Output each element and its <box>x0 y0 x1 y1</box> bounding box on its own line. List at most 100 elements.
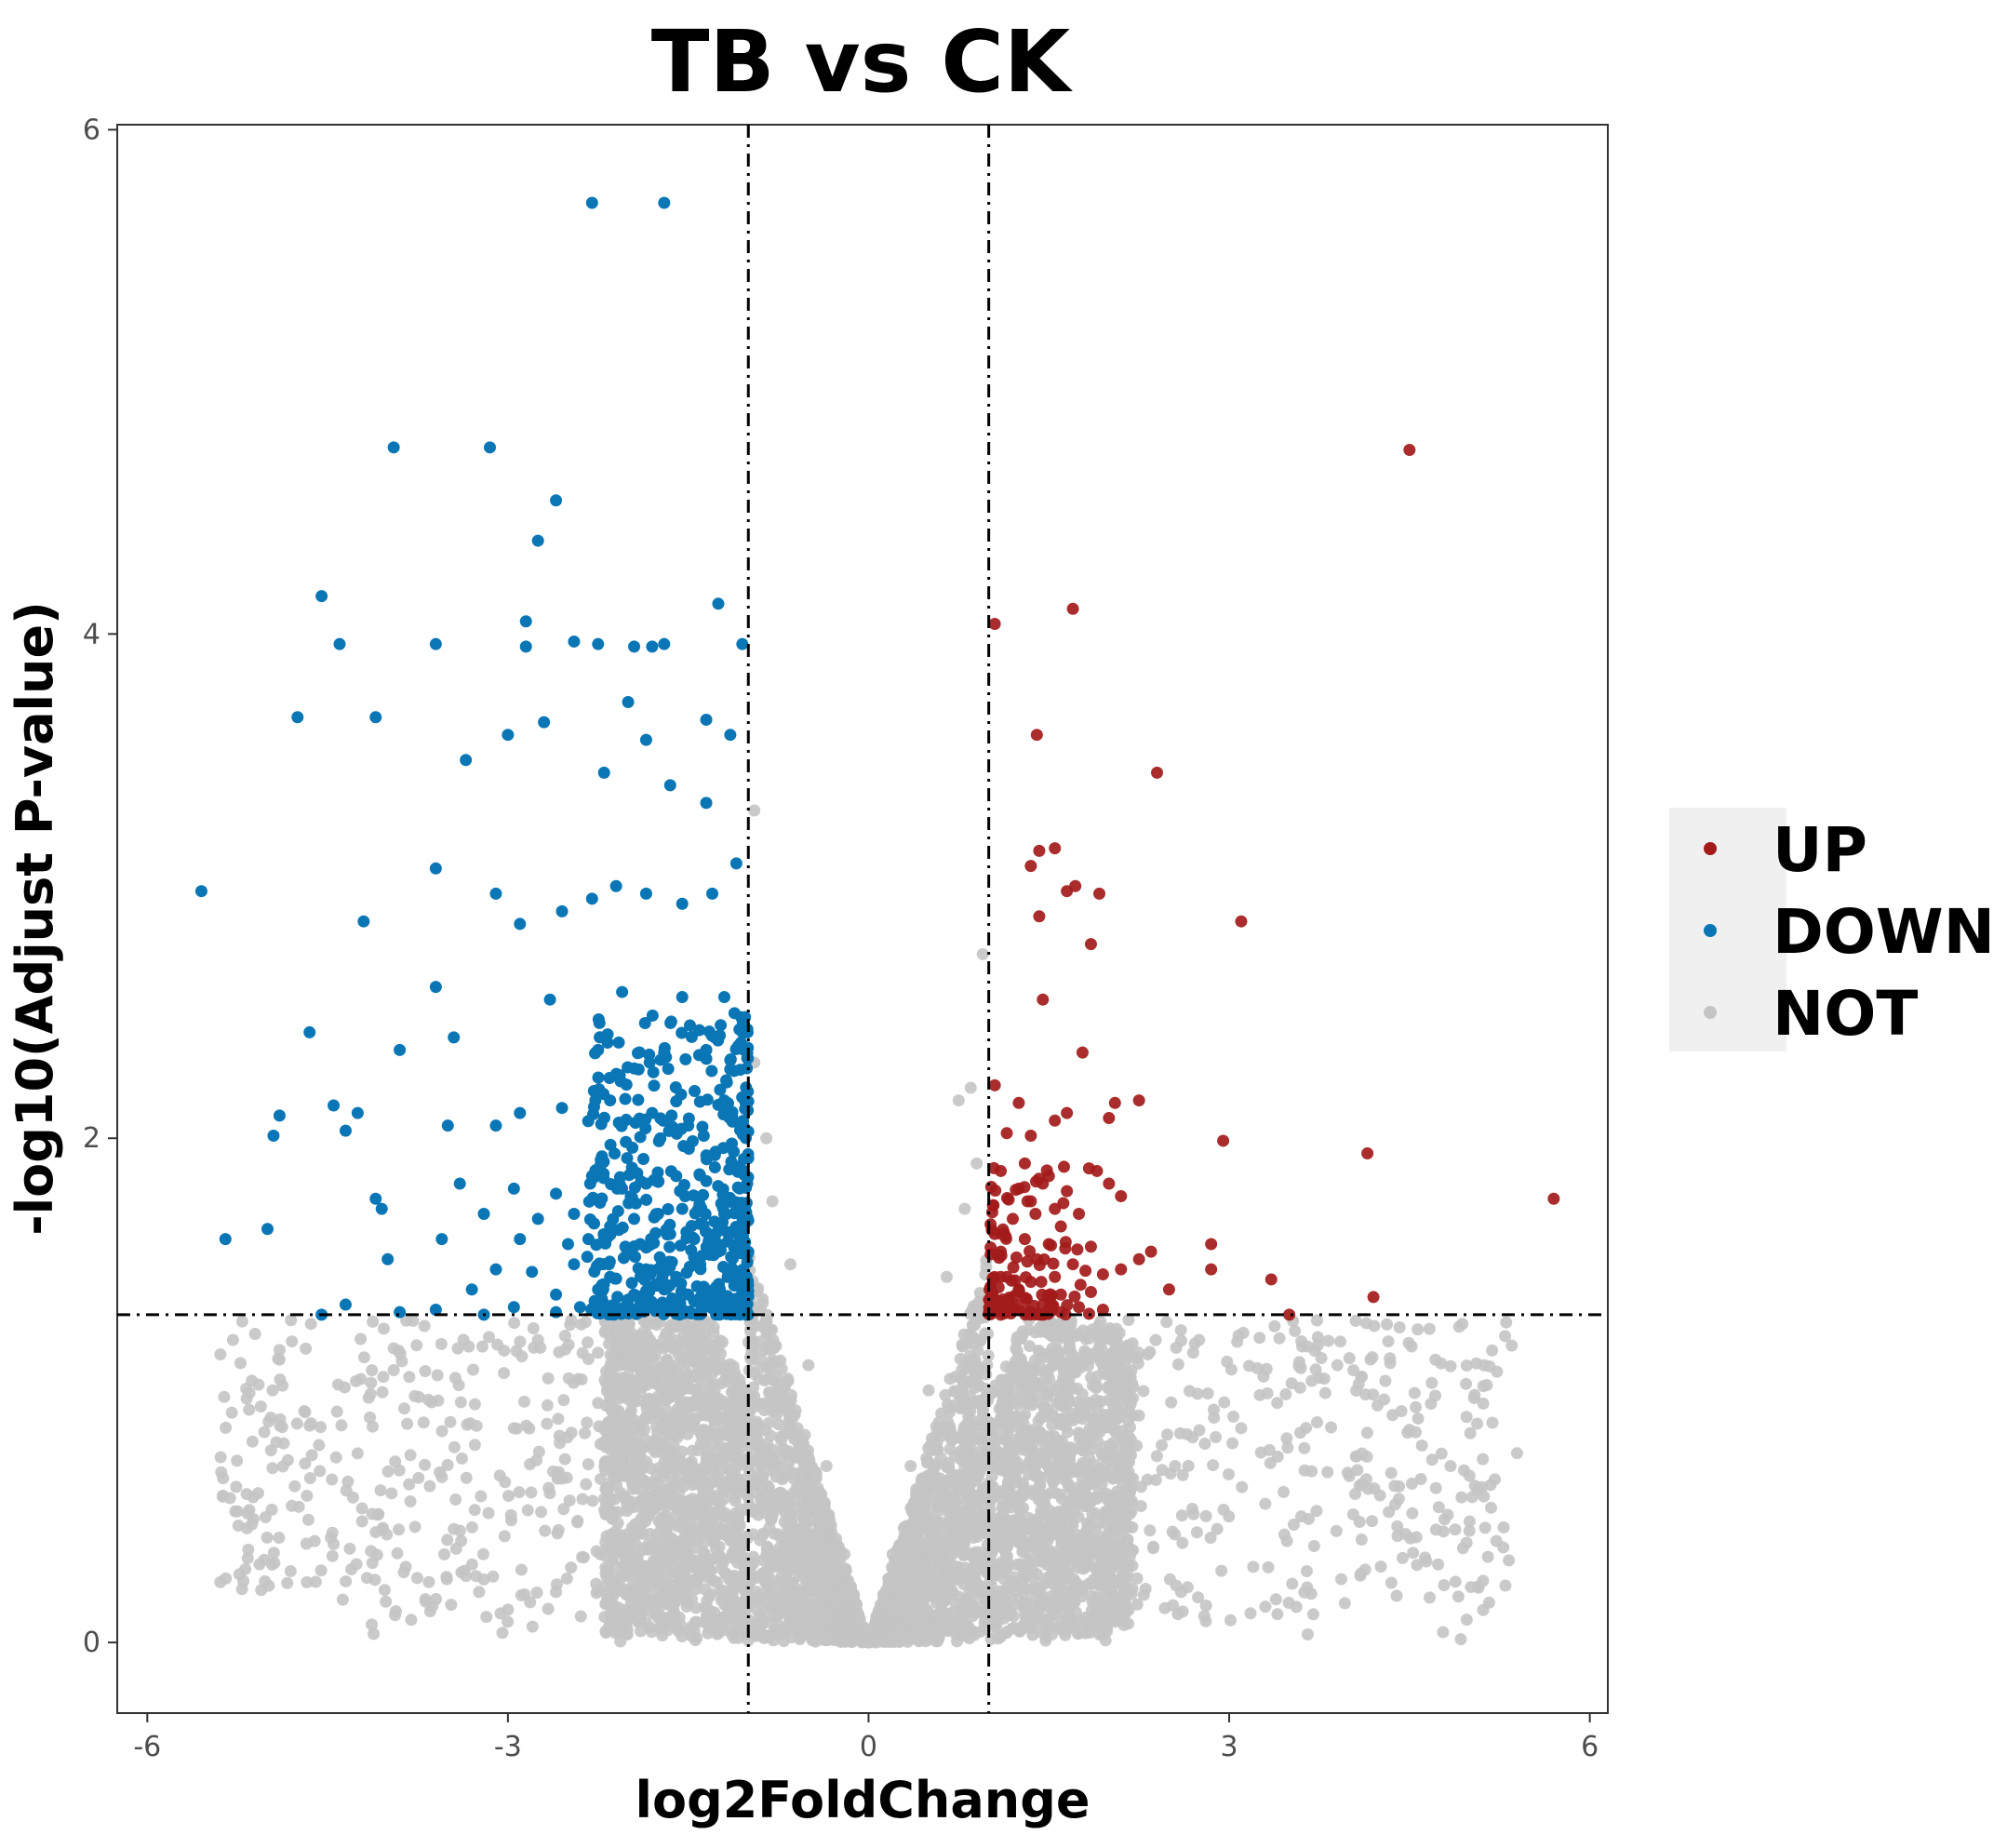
not-point <box>264 1444 277 1457</box>
not-point <box>326 1473 339 1486</box>
not-point <box>563 1494 576 1507</box>
not-point <box>1165 1396 1178 1409</box>
not-point <box>627 1577 640 1590</box>
not-point <box>1429 1353 1442 1366</box>
not-point <box>1016 1412 1029 1425</box>
not-point <box>1062 1392 1075 1405</box>
not-point <box>418 1319 431 1332</box>
not-point <box>601 1484 614 1497</box>
not-point <box>444 1415 457 1428</box>
y-tick-label: 0 <box>83 1627 100 1659</box>
not-point <box>699 1327 712 1340</box>
not-point <box>955 1612 968 1625</box>
not-point <box>1298 1441 1311 1454</box>
not-point <box>1033 1603 1046 1616</box>
not-point <box>365 1376 378 1389</box>
not-point <box>496 1627 509 1640</box>
not-point <box>992 1516 1005 1529</box>
not-point <box>355 1332 368 1346</box>
y-tick-label: 2 <box>83 1122 100 1155</box>
not-point <box>521 1504 534 1517</box>
not-point <box>1399 1528 1412 1541</box>
not-point <box>980 1261 993 1274</box>
not-point <box>1167 1599 1180 1612</box>
not-point <box>1301 1628 1314 1641</box>
not-point <box>983 1574 997 1587</box>
not-point <box>480 1611 493 1624</box>
not-point <box>412 1471 425 1484</box>
not-point <box>1477 1453 1490 1466</box>
not-point <box>1175 1334 1188 1347</box>
not-point <box>731 1631 744 1644</box>
not-point <box>465 1520 478 1533</box>
not-point <box>542 1481 555 1494</box>
not-point <box>1156 1464 1169 1477</box>
not-point <box>606 1555 619 1568</box>
not-point <box>314 1564 328 1577</box>
not-point <box>806 1634 819 1647</box>
not-point <box>636 1440 649 1453</box>
not-point <box>1223 1467 1236 1480</box>
not-point <box>726 1465 739 1478</box>
not-point <box>999 1360 1012 1373</box>
not-point <box>1084 1532 1097 1545</box>
not-point <box>581 1416 594 1429</box>
not-point <box>1227 1410 1240 1423</box>
not-point <box>1244 1607 1257 1620</box>
not-point <box>1455 1491 1468 1504</box>
not-point <box>552 1413 565 1426</box>
not-point <box>460 1471 473 1484</box>
not-point <box>410 1339 423 1352</box>
not-point <box>1449 1575 1462 1588</box>
not-point <box>783 1447 796 1460</box>
x-tick-label: 0 <box>860 1731 877 1763</box>
not-point <box>329 1451 342 1464</box>
not-point <box>262 1415 275 1428</box>
not-point <box>1254 1446 1267 1459</box>
not-point <box>371 1508 384 1521</box>
not-point <box>1000 1554 1013 1567</box>
not-point <box>1481 1550 1494 1563</box>
not-point <box>340 1574 353 1587</box>
not-point <box>690 1478 703 1491</box>
not-point <box>557 1394 570 1407</box>
not-point <box>1278 1485 1291 1498</box>
not-point <box>606 1400 619 1413</box>
x-axis-ticks: -6 -3 0 3 6 <box>133 1713 1599 1763</box>
not-point <box>1338 1597 1351 1610</box>
not-point <box>1415 1439 1428 1452</box>
not-point <box>1500 1316 1513 1329</box>
not-point <box>905 1521 918 1534</box>
not-point <box>1054 1530 1067 1543</box>
not-point <box>1207 1403 1220 1416</box>
not-point <box>637 1582 650 1595</box>
not-point <box>1460 1411 1473 1424</box>
not-point <box>1385 1576 1398 1589</box>
not-point <box>1393 1320 1406 1333</box>
not-point <box>1347 1364 1360 1377</box>
not-point <box>580 1478 593 1491</box>
x-tick-label: 3 <box>1220 1731 1238 1763</box>
not-point <box>1041 1434 1054 1447</box>
not-point <box>301 1575 314 1588</box>
not-point <box>1285 1377 1298 1390</box>
not-point <box>487 1570 500 1583</box>
not-point <box>1371 1399 1385 1412</box>
not-point <box>1034 1577 1047 1590</box>
not-point <box>1025 1373 1038 1386</box>
not-point <box>652 1515 665 1528</box>
not-point <box>644 1621 657 1634</box>
not-point <box>380 1595 393 1608</box>
not-point <box>266 1384 279 1397</box>
not-point <box>1166 1525 1179 1538</box>
not-point <box>1193 1424 1206 1437</box>
not-point <box>274 1373 287 1386</box>
not-point <box>679 1365 692 1378</box>
not-point <box>643 1318 656 1331</box>
not-point <box>1085 1495 1098 1508</box>
not-point <box>671 1379 684 1392</box>
not-point <box>1000 1582 1013 1595</box>
not-point <box>220 1421 233 1434</box>
not-point <box>1510 1447 1523 1460</box>
not-point <box>214 1575 227 1588</box>
